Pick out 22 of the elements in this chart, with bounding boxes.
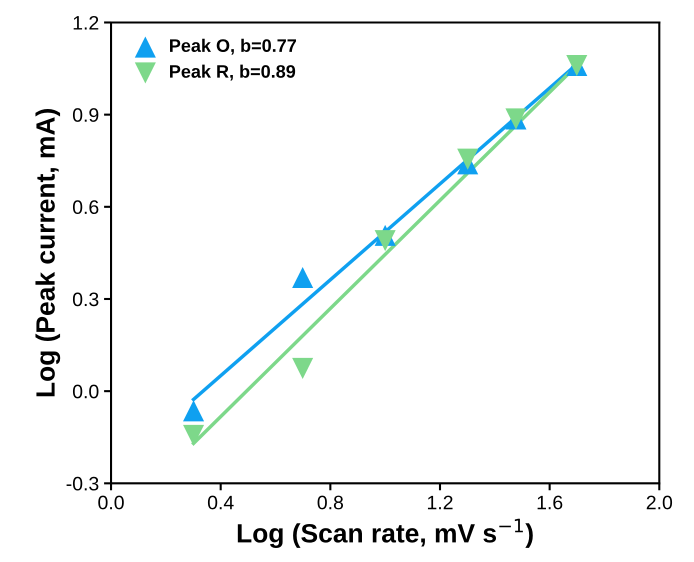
y-axis-title: Log (Peak current, mA) — [35, 109, 60, 396]
x-tick-label: 0.0 — [98, 496, 124, 510]
x-tick-label: 2.0 — [646, 496, 672, 510]
y-tick-label: 1.2 — [74, 16, 98, 30]
x-tick-label: 0.8 — [318, 496, 344, 510]
y-tick-label: 0.6 — [72, 200, 98, 214]
y-tick-label: 0.3 — [72, 292, 98, 306]
point — [183, 424, 204, 446]
y-tick-label: 0.9 — [72, 108, 98, 122]
y-tick-label: -0.3 — [66, 476, 98, 491]
x-tick-label: 1.2 — [428, 496, 453, 510]
point — [183, 400, 204, 422]
point — [374, 230, 396, 252]
x-axis-title: Log (Scan rate, mV s$^{−1}$) — [238, 518, 533, 548]
x-tick-label: 1.6 — [538, 496, 562, 510]
point — [292, 266, 314, 288]
point — [292, 358, 314, 379]
legend-label: Peak O, b=0.77 — [170, 38, 296, 55]
y-tick-label: 0.0 — [72, 384, 98, 398]
legend-label: Peak R, b=0.89 — [170, 64, 296, 80]
x-tick-label: 0.4 — [208, 496, 234, 510]
point — [457, 148, 478, 170]
